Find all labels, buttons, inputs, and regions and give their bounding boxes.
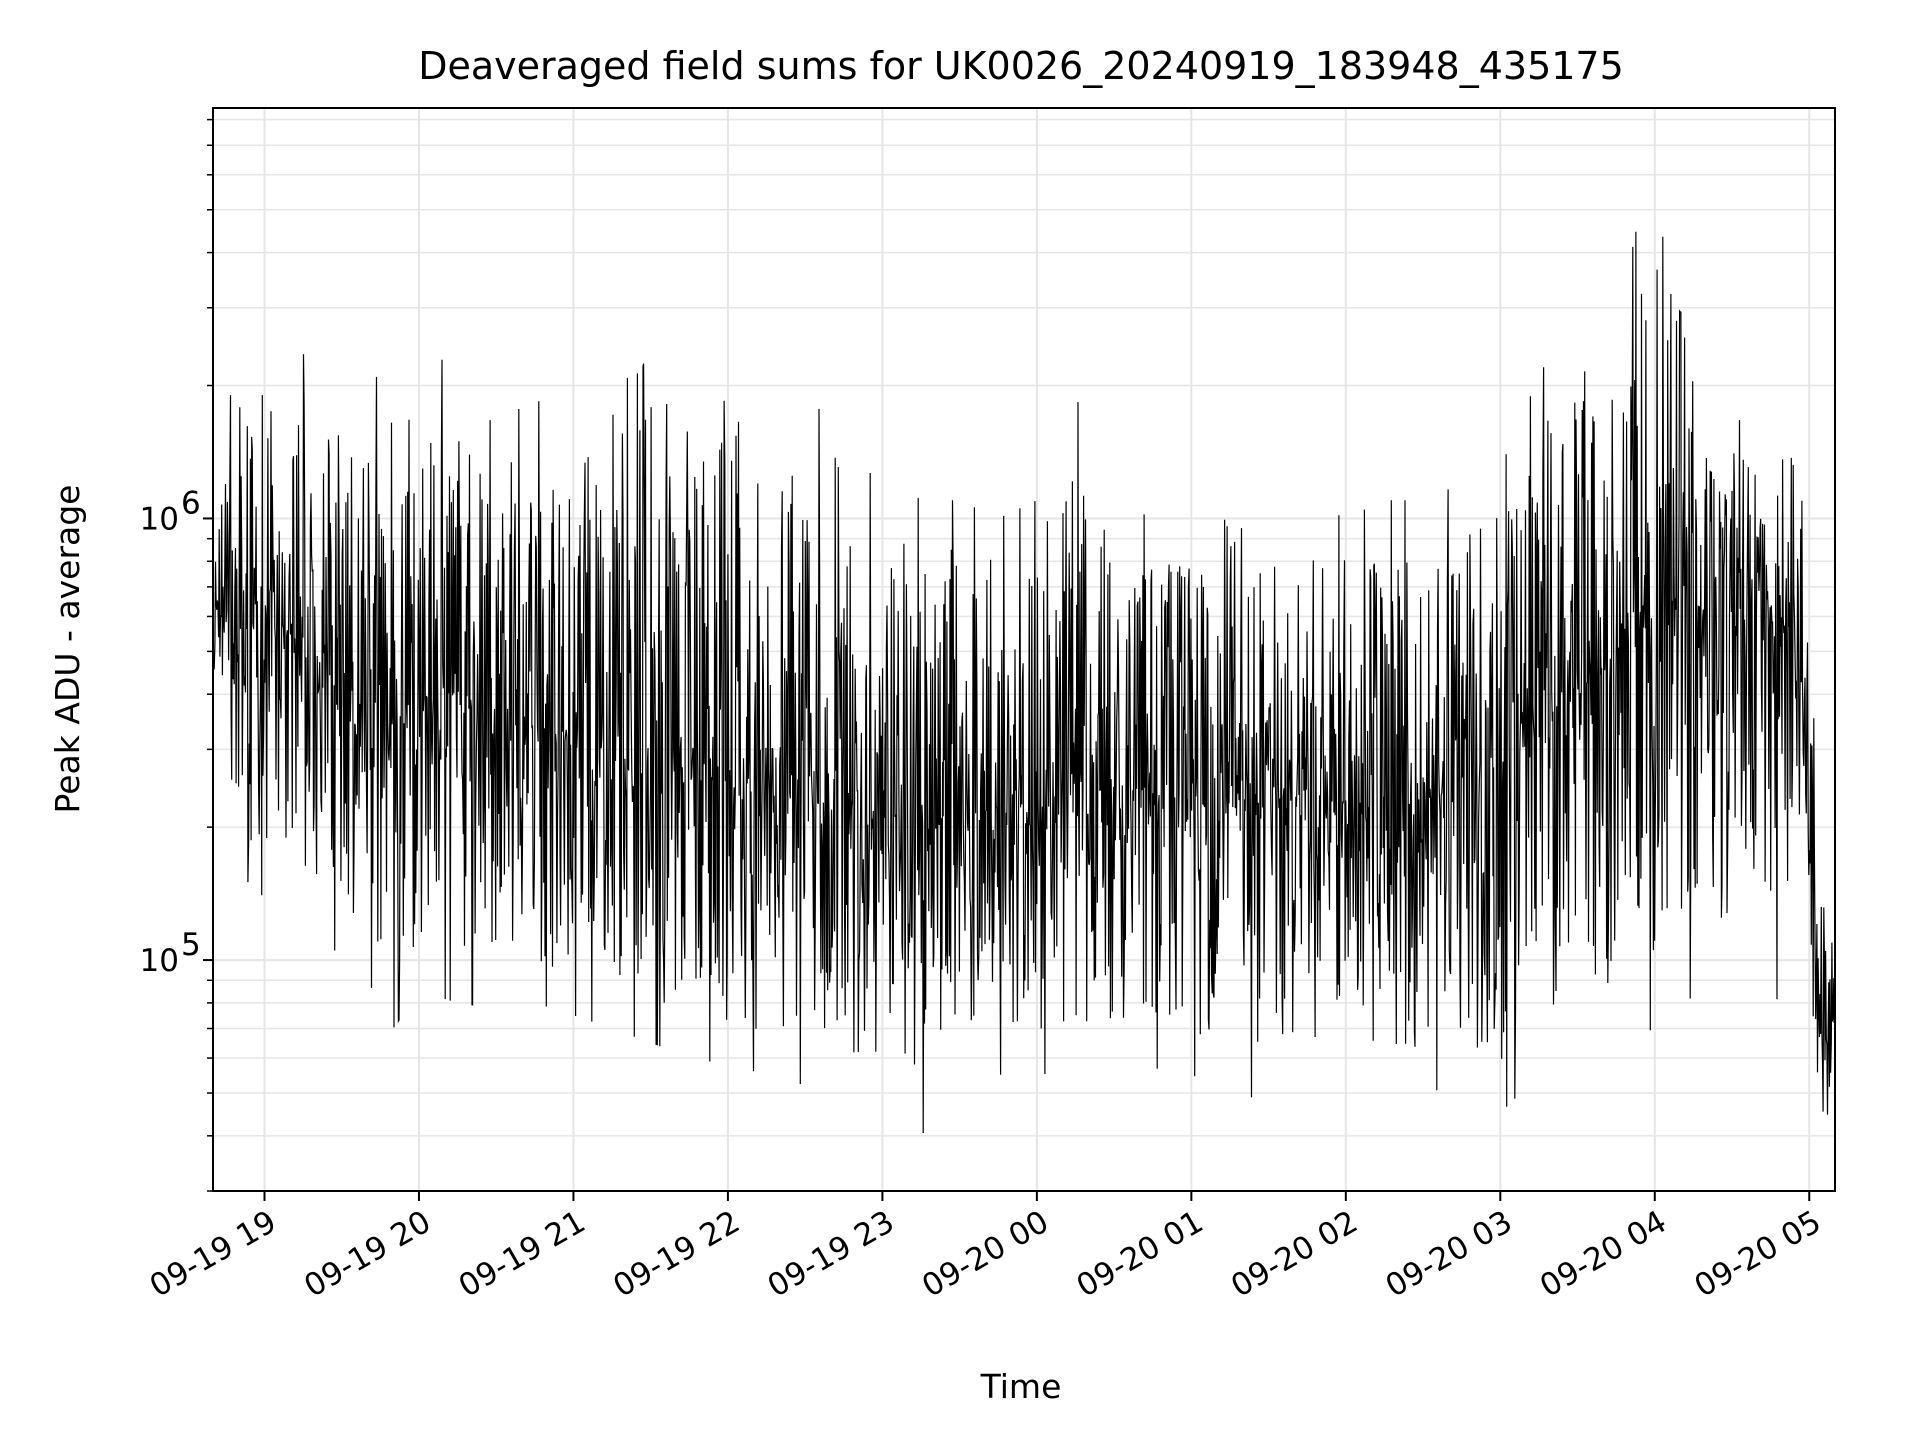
y-tick-label: 10	[140, 943, 179, 979]
axes	[212, 107, 1836, 1192]
series-layer	[212, 231, 1836, 1134]
y-tick-exponent: 5	[181, 927, 201, 963]
x-tick-label: 09-20 04	[1534, 1204, 1673, 1305]
x-tick-label: 09-19 21	[453, 1204, 592, 1305]
x-tick-label: 09-19 19	[144, 1204, 283, 1305]
x-tick-label: 09-20 03	[1380, 1204, 1519, 1305]
x-ticks: 09-19 19 09-19 20 09-19 21 09-19 22 09-19 23…	[144, 1191, 1827, 1305]
x-tick-label: 09-20 05	[1689, 1204, 1828, 1305]
x-tick-label: 09-19 22	[607, 1204, 746, 1305]
x-tick-label: 09-20 02	[1225, 1204, 1364, 1305]
plot-frame	[212, 107, 1836, 1192]
x-tick-label: 09-19 20	[298, 1204, 437, 1305]
x-tick-label: 09-19 23	[762, 1204, 901, 1305]
chart-title: Deaveraged field sums for UK0026_2024091…	[418, 44, 1624, 88]
series-line	[212, 231, 1836, 1134]
x-tick-label: 09-20 01	[1071, 1204, 1210, 1305]
y-tick-label: 10	[140, 501, 179, 537]
y-axis-label: Peak ADU - average	[48, 485, 87, 814]
x-axis-label: Time	[980, 1367, 1062, 1406]
x-tick-label: 09-20 00	[916, 1204, 1055, 1305]
y-tick-exponent: 6	[181, 485, 201, 521]
